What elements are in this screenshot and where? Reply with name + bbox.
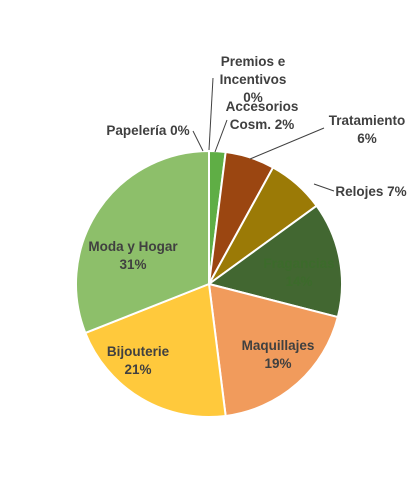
leader-line-relojes — [314, 184, 334, 191]
data-label-tratamiento: Tratamiento 6% — [329, 113, 406, 146]
data-label-papeleria: Papelería 0% — [106, 123, 189, 138]
leader-line-accesorios-cosm — [215, 120, 227, 152]
leader-line-tratamiento — [250, 128, 324, 159]
leader-line-papeleria — [193, 131, 203, 151]
data-label-premios-e-incentivos: Premios e Incentivos 0% — [220, 54, 287, 105]
data-label-relojes: Relojes 7% — [335, 184, 406, 199]
leader-line-premios-e-incentivos — [209, 78, 213, 150]
